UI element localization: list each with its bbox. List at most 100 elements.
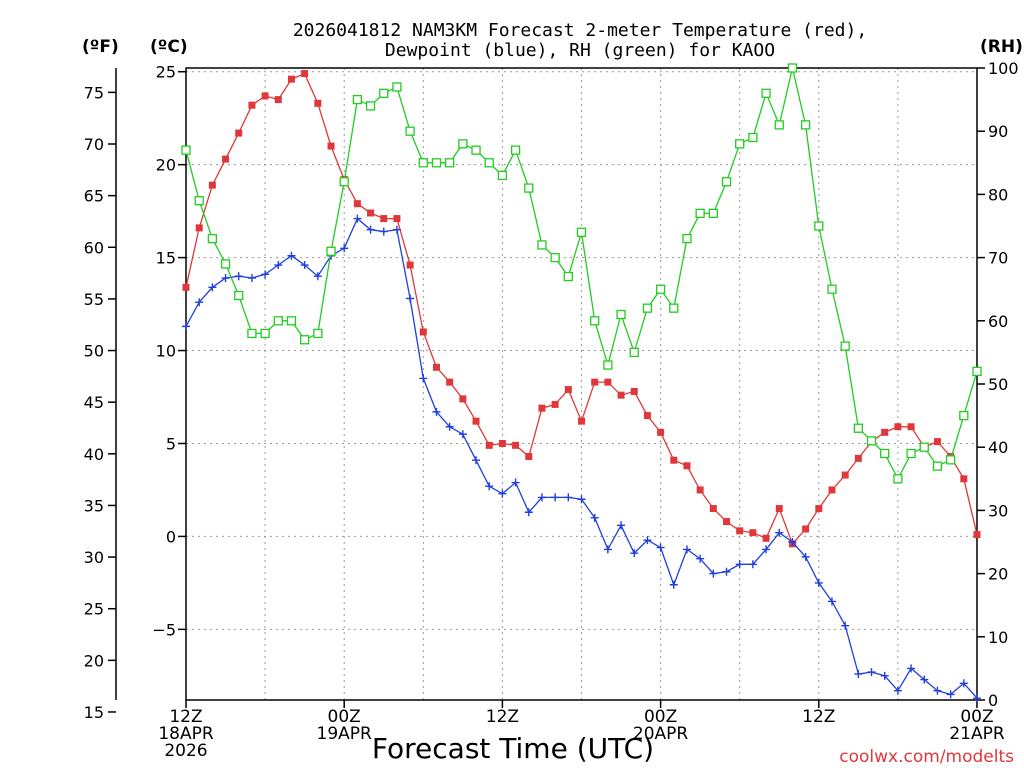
fahrenheit-tick-label: 75 bbox=[84, 83, 104, 102]
temperature-point bbox=[485, 441, 493, 449]
rh-point bbox=[866, 436, 877, 446]
celsius-tick-label: 10 bbox=[156, 342, 176, 361]
dewpoint-point bbox=[841, 621, 850, 630]
dewpoint-point bbox=[669, 580, 678, 589]
rh-point bbox=[471, 145, 481, 155]
celsius-tick-label: 15 bbox=[156, 249, 176, 268]
temperature-point bbox=[657, 428, 665, 436]
temperature-point bbox=[907, 423, 915, 431]
dewpoint-point bbox=[208, 283, 217, 292]
dewpoint-point bbox=[617, 521, 626, 530]
dewpoint-point bbox=[867, 668, 876, 677]
rh-point bbox=[537, 240, 547, 250]
dewpoint-point bbox=[709, 569, 718, 578]
rh-point bbox=[972, 366, 982, 377]
dewpoint-point bbox=[775, 528, 784, 537]
rh-point bbox=[616, 309, 626, 320]
series-temperature bbox=[182, 70, 981, 548]
chart-title-line2: Dewpoint (blue), RH (green) for KAOO bbox=[385, 40, 775, 61]
temperature-point bbox=[222, 155, 230, 163]
temperature-point bbox=[841, 471, 849, 479]
rh-point bbox=[945, 455, 956, 465]
dewpoint-point bbox=[577, 495, 586, 504]
dewpoint-point bbox=[485, 482, 494, 491]
rh-point bbox=[761, 88, 771, 98]
rh-point bbox=[708, 208, 718, 219]
rh-point bbox=[774, 120, 784, 130]
dewpoint-point bbox=[893, 686, 902, 695]
temperature-point bbox=[261, 92, 269, 100]
dewpoint-point bbox=[973, 694, 981, 703]
dewpoint-point bbox=[419, 374, 428, 383]
rh-point bbox=[669, 303, 679, 313]
rh-tick-label: 20 bbox=[988, 565, 1008, 584]
fahrenheit-tick-label: 45 bbox=[84, 393, 104, 412]
celsius-tick-label: 20 bbox=[156, 156, 176, 175]
rh-point bbox=[181, 145, 191, 155]
temperature-point bbox=[498, 439, 506, 447]
dewpoint-point bbox=[511, 478, 520, 487]
rh-point bbox=[919, 442, 929, 452]
rh-point bbox=[405, 126, 415, 136]
fahrenheit-tick-label: 40 bbox=[84, 445, 104, 464]
dewpoint-point bbox=[551, 493, 560, 502]
rh-point bbox=[959, 410, 969, 421]
rh-point bbox=[682, 233, 692, 244]
dewpoint-point bbox=[762, 545, 771, 554]
x-tick-label: 18APR bbox=[158, 724, 214, 744]
rh-tick-label: 70 bbox=[988, 249, 1008, 268]
rh-point bbox=[510, 145, 521, 155]
celsius-unit-label: (ºC) bbox=[150, 37, 188, 57]
rh-point bbox=[590, 316, 600, 326]
x-axis-title: Forecast Time (UTC) bbox=[372, 732, 654, 765]
dewpoint-point bbox=[933, 686, 942, 695]
rh-point bbox=[642, 303, 653, 313]
rh-point bbox=[563, 271, 573, 282]
temperature-point bbox=[380, 215, 388, 223]
temperature-point bbox=[604, 378, 612, 386]
rh-point bbox=[721, 177, 732, 187]
credit-link[interactable]: coolwx.com/modelts bbox=[839, 747, 1014, 767]
temperature-point bbox=[406, 261, 414, 269]
temperature-point bbox=[881, 428, 889, 436]
temperature-point bbox=[367, 209, 375, 217]
dewpoint-point bbox=[261, 270, 270, 279]
rh-tick-label: 90 bbox=[988, 122, 1008, 141]
temperature-point bbox=[538, 404, 546, 412]
rh-point bbox=[299, 335, 310, 345]
dewpoint-point bbox=[182, 322, 190, 331]
rh-tick-label: 10 bbox=[988, 628, 1008, 647]
dewpoint-point bbox=[432, 407, 441, 416]
fahrenheit-unit-label: (ºF) bbox=[82, 37, 119, 57]
dewpoint-point bbox=[300, 261, 309, 270]
chart-title-line1: 2026041812 NAM3KM Forecast 2-meter Tempe… bbox=[293, 20, 867, 41]
rh-point bbox=[352, 94, 363, 105]
temperature-point bbox=[749, 529, 757, 537]
temperature-point bbox=[248, 101, 256, 109]
rh-point bbox=[853, 423, 863, 433]
series-rh bbox=[181, 63, 982, 484]
rh-point bbox=[497, 170, 508, 181]
rh-point bbox=[932, 461, 943, 471]
rh-point bbox=[458, 139, 468, 149]
dewpoint-point bbox=[656, 543, 665, 552]
dewpoint-point bbox=[801, 552, 810, 561]
data-series bbox=[181, 63, 982, 703]
dewpoint-point bbox=[366, 225, 375, 234]
dewpoint-point bbox=[959, 679, 968, 688]
rh-point bbox=[286, 316, 297, 326]
x-tick-label: 00Z bbox=[328, 707, 361, 727]
fahrenheit-tick-label: 30 bbox=[84, 548, 104, 567]
temperature-point bbox=[235, 129, 243, 137]
rh-point bbox=[906, 448, 916, 459]
temperature-point bbox=[802, 525, 810, 533]
rh-point bbox=[418, 158, 428, 168]
dewpoint-point bbox=[498, 489, 507, 498]
rh-point bbox=[840, 341, 850, 351]
rh-point bbox=[484, 158, 494, 168]
rh-tick-label: 50 bbox=[988, 375, 1008, 394]
temperature-point bbox=[591, 378, 599, 386]
rh-point bbox=[220, 259, 231, 269]
temperature-point bbox=[617, 391, 625, 399]
